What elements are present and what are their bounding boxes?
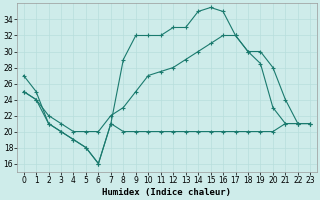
X-axis label: Humidex (Indice chaleur): Humidex (Indice chaleur) (102, 188, 231, 197)
